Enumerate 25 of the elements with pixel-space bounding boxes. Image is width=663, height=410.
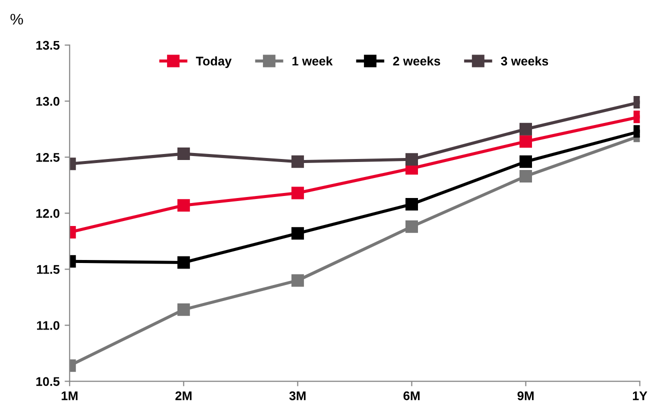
x-tick-label: 1Y <box>632 391 648 400</box>
x-tick-label: 6M <box>404 391 420 400</box>
y-axis-title: % <box>10 14 23 25</box>
y-tick-label: 12.5 <box>36 152 60 162</box>
y-tick-label: 10.5 <box>36 377 60 386</box>
legend-label: 3 weeks <box>500 56 548 66</box>
point <box>405 153 418 166</box>
legend-label: 1 week <box>292 56 333 66</box>
y-tick-label: 12.0 <box>36 209 60 218</box>
legend-label: 2 weeks <box>393 56 440 66</box>
y-tick-label: 11.0 <box>37 321 60 330</box>
point <box>405 220 418 233</box>
x-tick-label: 1M <box>62 391 78 400</box>
x-tick-label: 3M <box>289 391 306 400</box>
x-tick-label: 2M <box>175 391 192 400</box>
point <box>291 274 304 287</box>
point <box>291 227 304 240</box>
legend-label: Today <box>196 56 232 68</box>
y-tick-label: 13.0 <box>36 96 60 106</box>
x-tick-label: 9M <box>518 391 534 400</box>
point <box>291 186 304 200</box>
y-tick-label: 11.5 <box>37 265 60 274</box>
point <box>405 198 418 210</box>
y-tick-label: 13.5 <box>36 40 60 50</box>
point <box>291 155 304 168</box>
